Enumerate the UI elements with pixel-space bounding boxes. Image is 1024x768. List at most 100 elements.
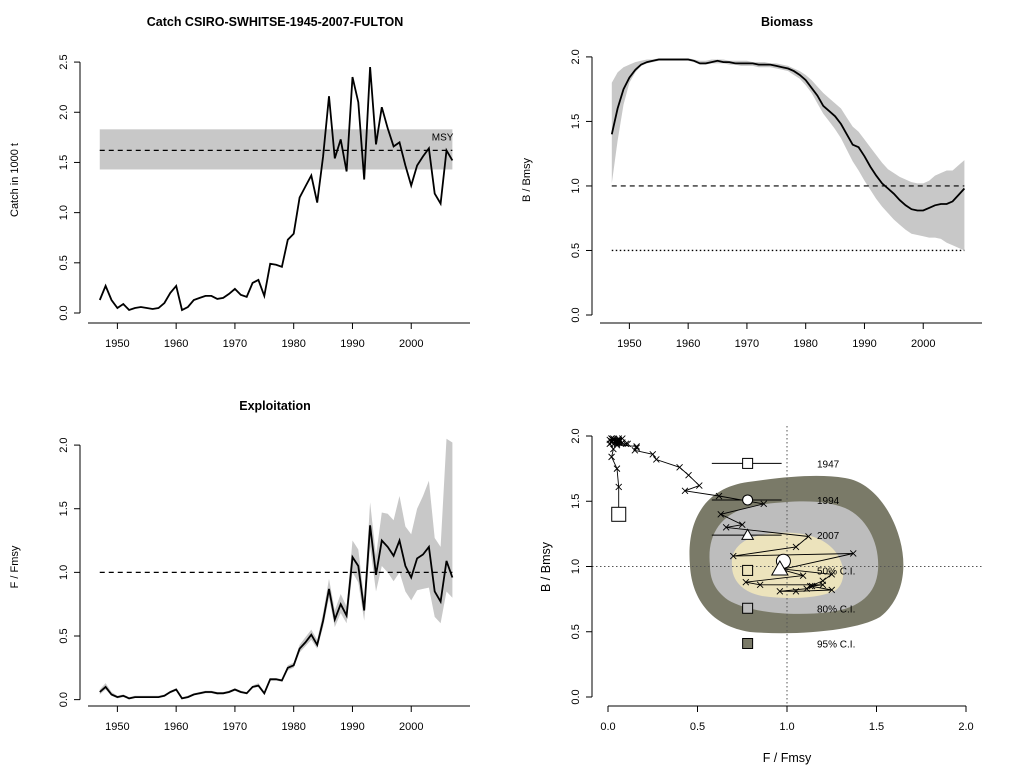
catch-axes: 0.0 0.5 1.0 1.5 2.0 2.5 1950 1960 1970 1980 1990 20… (58, 54, 470, 350)
x-tick-label: 2.0 (958, 721, 973, 733)
x-tick-label: 1980 (281, 721, 305, 733)
trajectory-point (828, 571, 836, 578)
trajectory-point (760, 500, 768, 508)
triangle-trajectory-marker (770, 560, 789, 576)
x-tick-label: 1960 (164, 338, 188, 350)
trajectory-point (681, 487, 689, 495)
triangle-year-marker (741, 528, 755, 540)
biomass-series (610, 58, 966, 252)
catch-panel: Catch CSIRO-SWHITSE-1945-2007-FULTON MSY… (9, 15, 470, 350)
x-tick-label: 1980 (793, 338, 817, 350)
ci-legend-swatch (742, 602, 754, 614)
catch-title: Catch CSIRO-SWHITSE-1945-2007-FULTON (147, 15, 404, 29)
x-tick-label: 1990 (852, 338, 876, 350)
ci-legend-label: 50% C.I. (817, 566, 855, 577)
kobe-legend: 1947 1994 2007 50% C.I. 80% C.I. 95% C.I. (711, 457, 855, 650)
msy-label: MSY (432, 132, 454, 143)
y-tick-label: 0.5 (58, 255, 70, 270)
x-tick-label: 1970 (223, 338, 247, 350)
y-tick-label: 0.0 (570, 307, 582, 322)
y-tick-label: 0.0 (570, 689, 582, 704)
trajectory-point (849, 550, 857, 557)
y-tick-label: 0.0 (58, 692, 70, 707)
x-tick-label: 0.0 (600, 721, 615, 733)
y-tick-label: 2.0 (58, 105, 70, 120)
kobe-panel: 1947 1994 2007 50% C.I. 80% C.I. 95% C.I. 0.0… (539, 426, 982, 765)
trajectory-point (649, 450, 657, 458)
ci-legend-swatch (742, 637, 754, 649)
kobe-y-label: B / Bmsy (539, 541, 553, 592)
trajectory-point (819, 581, 827, 589)
x-tick-label: 1990 (340, 338, 364, 350)
y-tick-label: 0.5 (58, 628, 70, 643)
trajectory-point (613, 439, 621, 446)
kobe-trajectory (606, 435, 857, 595)
x-tick-label: 1.5 (869, 721, 884, 733)
trajectory-point (615, 483, 623, 491)
x-tick-label: 0.5 (690, 721, 705, 733)
x-tick-label: 2000 (399, 338, 423, 350)
trajectory-point (653, 456, 660, 463)
trajectory-point (729, 552, 737, 560)
catch-line (98, 67, 454, 312)
trajectory-point (608, 453, 615, 461)
exploitation-panel: Exploitation 0.0 0.5 1.0 1.5 2.0 1950 1960 1970… (9, 399, 470, 733)
y-tick-label: 1.0 (58, 565, 70, 580)
x-tick-label: 2000 (911, 338, 935, 350)
biomass-axes: 0.0 0.5 1.0 1.5 2.0 1950 1960 1970 1980 1990 2000 (570, 49, 982, 350)
kobe-axes: 0.0 0.5 1.0 1.5 2.0 0.0 0.5 1.0 1.5 2.0 (570, 428, 974, 733)
trajectory-point (613, 465, 621, 472)
trajectory-point (676, 464, 683, 471)
exploitation-ci-band (99, 438, 453, 699)
biomass-title: Biomass (761, 15, 813, 29)
x-tick-label: 2000 (399, 721, 423, 733)
y-tick-label: 0.5 (570, 624, 582, 639)
year-label: 1947 (817, 459, 840, 470)
y-tick-label: 2.0 (58, 437, 70, 452)
year-label: 2007 (817, 531, 840, 542)
square-trajectory-marker (611, 506, 627, 522)
trajectory-point (633, 443, 640, 450)
biomass-y-label: B / Bmsy (521, 158, 533, 203)
trajectory-point (803, 585, 811, 593)
y-tick-label: 1.5 (570, 494, 582, 509)
y-tick-label: 1.0 (570, 178, 582, 193)
exploitation-line (99, 525, 454, 700)
trajectory-point (722, 524, 730, 531)
x-tick-label: 1960 (164, 721, 188, 733)
x-tick-label: 1990 (340, 721, 364, 733)
y-tick-label: 0.5 (570, 243, 582, 258)
exploitation-title: Exploitation (239, 399, 311, 413)
square-year-marker (742, 457, 754, 469)
trajectory-point (613, 440, 621, 448)
x-tick-label: 1970 (223, 721, 247, 733)
exploitation-series (99, 438, 454, 700)
trajectory-point (742, 578, 750, 586)
biomass-line (610, 58, 966, 212)
x-tick-label: 1960 (676, 338, 700, 350)
exploitation-y-label: F / Fmsy (9, 545, 21, 588)
circle-year-marker (742, 494, 754, 506)
trajectory-point (799, 572, 807, 579)
x-tick-label: 1970 (735, 338, 759, 350)
trajectory-point (738, 521, 746, 529)
x-tick-label: 1950 (105, 721, 129, 733)
catch-y-label: Catch in 1000 t (9, 143, 21, 217)
x-tick-label: 1.0 (779, 721, 794, 733)
biomass-panel: Biomass 0.0 0.5 1.0 1.5 2.0 1950 1960 1970 1980 1… (521, 15, 982, 350)
year-label: 1994 (817, 496, 840, 507)
catch-series (98, 67, 454, 312)
x-tick-label: 1980 (281, 338, 305, 350)
trajectory-point (806, 582, 814, 590)
biomass-ci-band (611, 58, 965, 251)
x-tick-label: 1950 (105, 338, 129, 350)
trajectory-point (808, 582, 816, 590)
trajectory-point (613, 441, 621, 449)
exploitation-axes: 0.0 0.5 1.0 1.5 2.0 1950 1960 1970 1980 1990 2000 (58, 437, 470, 733)
y-tick-label: 2.0 (570, 428, 582, 443)
kobe-x-label: F / Fmsy (763, 751, 812, 765)
trajectory-point (624, 440, 632, 448)
trajectory-point (622, 440, 630, 448)
trajectory-point (756, 581, 764, 589)
